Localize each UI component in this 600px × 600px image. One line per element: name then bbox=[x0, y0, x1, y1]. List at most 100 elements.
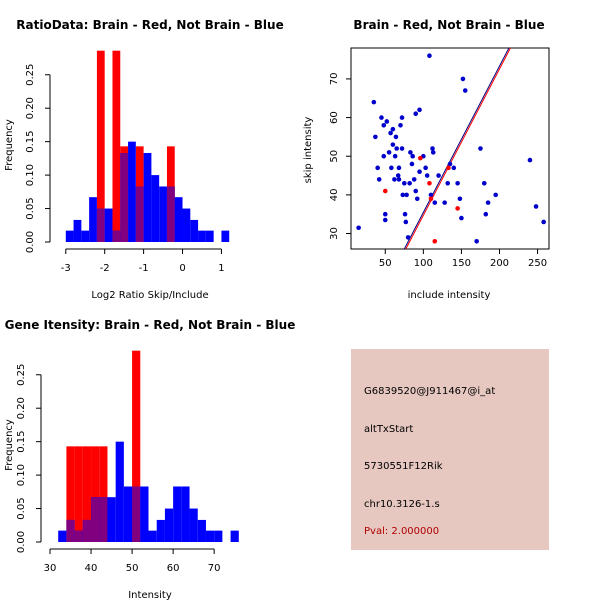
scatter-not-brain-point bbox=[436, 173, 441, 178]
intensity-brain-bar bbox=[91, 446, 100, 542]
ratio-histogram-panel: RatioData: Brain - Red, Not Brain - Blue… bbox=[4, 18, 284, 301]
scatter-not-brain-point bbox=[533, 204, 539, 209]
intensity-not-brain-bar bbox=[123, 486, 133, 542]
intensity-y-axis-label: Frequency bbox=[4, 419, 15, 471]
scatter-not-brain-point bbox=[373, 134, 378, 140]
intensity-not-brain-bar bbox=[214, 530, 223, 542]
scatter-not-brain-point bbox=[409, 161, 415, 167]
scatter-not-brain-point bbox=[414, 196, 420, 202]
intensity-scatter-panel: Brain - Red, Not Brain - Blue include in… bbox=[303, 18, 550, 301]
intensity-not-brain-bar bbox=[58, 530, 67, 542]
scatter-not-brain-point bbox=[462, 88, 468, 93]
ratio-y-tick-label: 0.00 bbox=[25, 231, 36, 253]
scatter-fit-line bbox=[403, 48, 510, 249]
scatter-x-tick-label: 200 bbox=[490, 258, 509, 269]
intensity-overlap-bar bbox=[132, 486, 141, 542]
intensity-x-tick-label: 40 bbox=[85, 563, 98, 574]
scatter-not-brain-point bbox=[424, 173, 430, 178]
intensity-x-tick-label: 50 bbox=[126, 563, 139, 574]
ratio-not-brain-bar bbox=[151, 175, 160, 242]
scatter-not-brain-point bbox=[392, 177, 397, 182]
scatter-brain-point bbox=[428, 196, 434, 202]
scatter-not-brain-point bbox=[399, 115, 405, 120]
scatter-chart-title: Brain - Red, Not Brain - Blue bbox=[353, 18, 544, 32]
intensity-x-axis-label: Intensity bbox=[128, 590, 172, 600]
scatter-not-brain-point bbox=[403, 219, 409, 225]
gene-name-text: 5730551F12Rik bbox=[364, 461, 443, 472]
scatter-not-brain-point bbox=[442, 200, 447, 205]
scatter-y-tick-label: 40 bbox=[329, 189, 340, 202]
scatter-not-brain-point bbox=[392, 153, 398, 159]
scatter-axes: 50 100 150 200 250 30 40 50 60 70 bbox=[329, 73, 547, 269]
scatter-not-brain-point bbox=[376, 177, 382, 182]
ratio-y-tick-label: 0.20 bbox=[25, 97, 36, 119]
ratio-x-axis-label: Log2 Ratio Skip/Include bbox=[91, 290, 208, 301]
intensity-brain-bar bbox=[82, 446, 92, 542]
ratio-not-brain-bar bbox=[221, 230, 230, 242]
scatter-plot-box bbox=[350, 47, 550, 250]
scatter-not-brain-point bbox=[381, 153, 387, 159]
intensity-not-brain-bar bbox=[164, 508, 174, 542]
scatter-not-brain-point bbox=[483, 211, 489, 217]
scatter-not-brain-point bbox=[423, 165, 428, 171]
ratio-y-tick-label: 0.15 bbox=[25, 131, 36, 153]
scatter-y-tick-label: 30 bbox=[329, 227, 340, 240]
scatter-not-brain-point bbox=[460, 76, 466, 82]
ratio-x-tick-label: -2 bbox=[100, 263, 110, 274]
scatter-brain-point bbox=[446, 165, 451, 171]
intensity-not-brain-bar bbox=[181, 486, 190, 542]
ratio-not-brain-bar bbox=[182, 208, 191, 242]
scatter-not-brain-point bbox=[413, 111, 419, 117]
intensity-not-brain-bar bbox=[189, 508, 198, 542]
ratio-brain-bar bbox=[112, 50, 121, 243]
scatter-not-brain-point bbox=[386, 150, 392, 155]
ratio-not-brain-bar bbox=[128, 141, 136, 242]
intensity-not-brain-bar bbox=[197, 519, 206, 542]
intensity-y-tick-label: 0.15 bbox=[16, 431, 27, 453]
scatter-not-brain-point bbox=[388, 130, 393, 136]
ratio-x-tick-label: 1 bbox=[218, 263, 224, 274]
scatter-not-brain-point bbox=[417, 169, 422, 174]
scatter-not-brain-point bbox=[457, 196, 463, 202]
scatter-not-brain-point bbox=[405, 235, 411, 240]
intensity-bars bbox=[58, 350, 239, 542]
ratio-not-brain-bar bbox=[143, 153, 152, 242]
scatter-not-brain-point bbox=[447, 161, 453, 167]
ratio-not-brain-bar bbox=[89, 197, 97, 242]
scatter-not-brain-point bbox=[399, 146, 405, 151]
scatter-brain-point bbox=[455, 206, 460, 211]
ratio-not-brain-bar bbox=[81, 230, 90, 242]
intensity-not-brain-bar bbox=[107, 497, 116, 542]
scatter-not-brain-point bbox=[527, 157, 533, 163]
intensity-brain-bar bbox=[66, 446, 75, 542]
scatter-not-brain-point bbox=[541, 219, 546, 225]
scatter-not-brain-point bbox=[381, 123, 387, 128]
ratio-not-brain-bar bbox=[198, 230, 206, 242]
ratio-not-brain-bar bbox=[73, 219, 82, 242]
intensity-overlap-bar bbox=[66, 519, 75, 542]
intensity-y-tick-label: 0.05 bbox=[16, 497, 27, 519]
ratio-not-brain-bar bbox=[159, 186, 167, 242]
intensity-not-brain-bar bbox=[173, 486, 182, 542]
scatter-not-brain-point bbox=[402, 180, 407, 186]
ratio-axes: -3 -2 -1 0 1 0.00 0.05 0.10 0.15 0.20 0.25 bbox=[25, 64, 225, 274]
intensity-y-tick-label: 0.25 bbox=[16, 364, 27, 386]
intensity-brain-bar bbox=[99, 446, 108, 542]
locus-text: chr10.3126-1.s bbox=[364, 499, 440, 510]
intensity-y-tick-label: 0.10 bbox=[16, 464, 27, 486]
scatter-not-brain-point bbox=[411, 177, 417, 182]
scatter-y-tick-label: 70 bbox=[329, 73, 340, 86]
pval-text: Pval: 2.000000 bbox=[364, 526, 440, 537]
info-panel: G6839520@J911467@i_at altTxStart 5730551… bbox=[351, 349, 549, 550]
scatter-not-brain-point bbox=[455, 180, 460, 186]
ratio-y-tick-label: 0.05 bbox=[25, 197, 36, 219]
ratio-overlap-bar bbox=[120, 153, 129, 242]
ratio-y-axis-label: Frequency bbox=[4, 119, 15, 171]
ratio-bars bbox=[65, 50, 230, 243]
scatter-not-brain-point bbox=[379, 115, 384, 120]
intensity-y-tick-label: 0.20 bbox=[16, 397, 27, 419]
scatter-not-brain-point bbox=[389, 165, 394, 171]
scatter-not-brain-point bbox=[428, 192, 434, 198]
scatter-not-brain-point bbox=[382, 217, 388, 223]
